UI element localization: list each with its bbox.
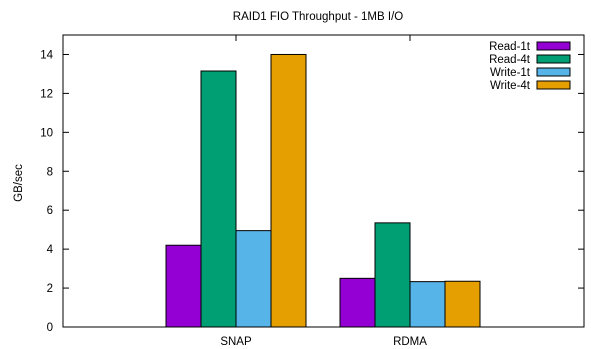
bar-snap-write-1t [235,230,272,328]
bar-rdma-write-1t [409,281,446,328]
chart-title: RAID1 FIO Throughput - 1MB I/O [233,11,403,23]
x-axis-categories: SNAP RDMA [220,35,427,348]
legend-swatch [536,80,571,90]
legend-swatch [536,54,571,64]
legend-label: Write-4t [490,80,531,92]
y-tick-label: 10 [40,127,53,139]
bar-snap-read-4t [200,70,237,328]
y-tick-label: 6 [47,205,53,217]
legend-swatch [536,67,571,77]
legend-label: Read-4t [489,54,531,66]
legend-label: Read-1t [489,41,531,53]
plot-frame [62,34,585,328]
bars [165,53,481,328]
bar-rdma-read-1t [339,277,376,328]
y-axis-ticks: 0 2 4 6 8 10 12 14 [40,49,584,334]
y-tick-label: 4 [47,244,54,256]
bar-snap-write-4t [270,53,307,328]
legend-swatch [536,41,571,51]
y-tick-label: 14 [40,49,53,61]
bar-rdma-read-4t [374,222,411,328]
y-axis-label: GB/sec [13,164,25,202]
y-tick-label: 12 [40,88,53,100]
bar-rdma-write-4t [444,280,481,328]
y-tick-label: 8 [47,166,53,178]
bar-snap-read-1t [165,244,202,328]
y-tick-label: 0 [47,322,53,334]
legend-label: Write-1t [490,67,531,79]
y-tick-label: 2 [47,283,53,295]
x-category-label: SNAP [220,336,252,348]
x-category-label: RDMA [393,336,427,348]
